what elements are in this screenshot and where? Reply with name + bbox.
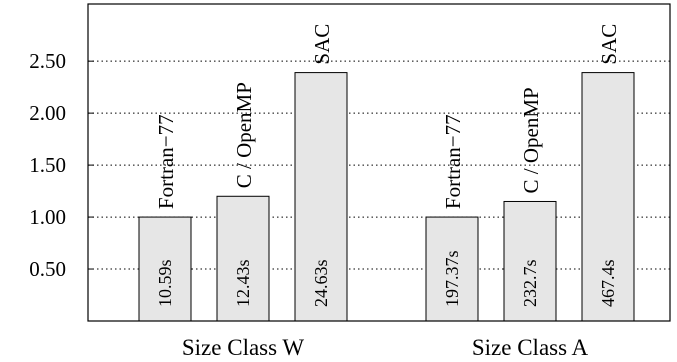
bar-time-label: 197.37s <box>442 250 462 307</box>
bar-time-label: 467.4s <box>598 259 618 307</box>
group-label: Size Class A <box>472 335 589 360</box>
plot-frame <box>87 3 671 322</box>
bar <box>138 216 192 322</box>
bar-language-label: C / OpenMP <box>519 87 543 193</box>
y-tick-label: 1.50 <box>29 153 66 177</box>
y-axis-ticks: 0.50 1.00 1.50 2.00 2.50 <box>29 49 94 281</box>
bar-time-label: 12.43s <box>233 259 253 307</box>
bar-time-label: 232.7s <box>520 259 540 307</box>
bars <box>138 72 635 322</box>
y-tick-label: 2.00 <box>29 101 66 125</box>
bar-language-label: SAC <box>310 24 334 65</box>
bar <box>581 72 635 322</box>
bar-labels: 10.59s Fortran−77 12.43s C / OpenMP 24.63s SA… <box>154 24 621 360</box>
bar <box>216 195 270 322</box>
y-tick-label: 0.50 <box>29 257 66 281</box>
bar-language-label: Fortran−77 <box>441 114 465 209</box>
y-tick-label: 2.50 <box>29 49 66 73</box>
bar <box>503 200 557 322</box>
bar-time-label: 10.59s <box>155 259 175 307</box>
bar-language-label: Fortran−77 <box>154 114 178 209</box>
group-label: Size Class W <box>182 335 305 360</box>
bar-language-label: SAC <box>597 24 621 65</box>
bar-time-label: 24.63s <box>311 259 331 307</box>
y-tick-label: 1.00 <box>29 205 66 229</box>
bar <box>425 216 479 322</box>
bar <box>294 72 348 322</box>
bar-language-label: C / OpenMP <box>232 82 256 188</box>
